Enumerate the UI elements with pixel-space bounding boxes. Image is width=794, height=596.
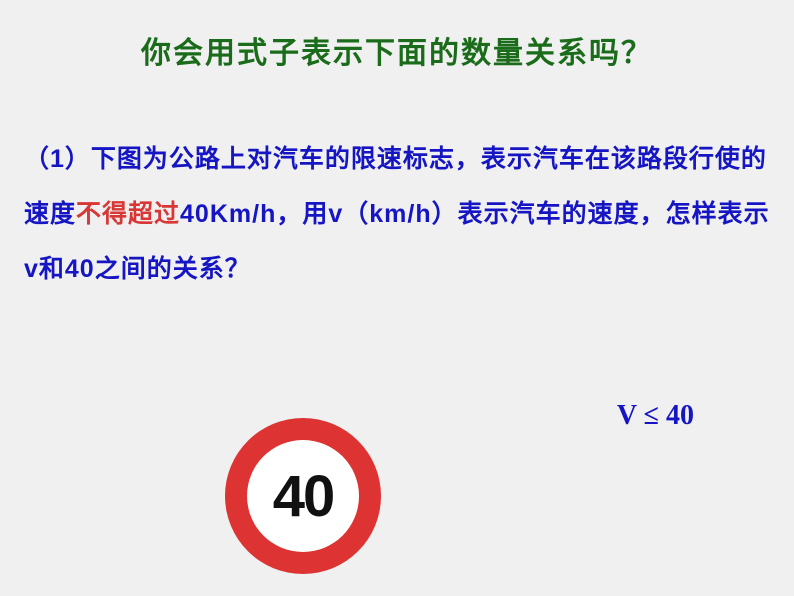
sign-outer-ring: 40 (225, 418, 381, 574)
equation-result: V ≤ 40 (617, 400, 694, 432)
body-paragraph: （1）下图为公路上对汽车的限速标志，表示汽车在该路段行使的速度不得超过40Km/… (0, 72, 794, 297)
speed-limit-sign: 40 (225, 418, 381, 574)
slide-title: 你会用式子表示下面的数量关系吗？ (0, 0, 794, 72)
highlight-text: 不得超过 (76, 200, 180, 228)
sign-inner-circle: 40 (247, 440, 359, 552)
sign-number: 40 (273, 463, 334, 530)
